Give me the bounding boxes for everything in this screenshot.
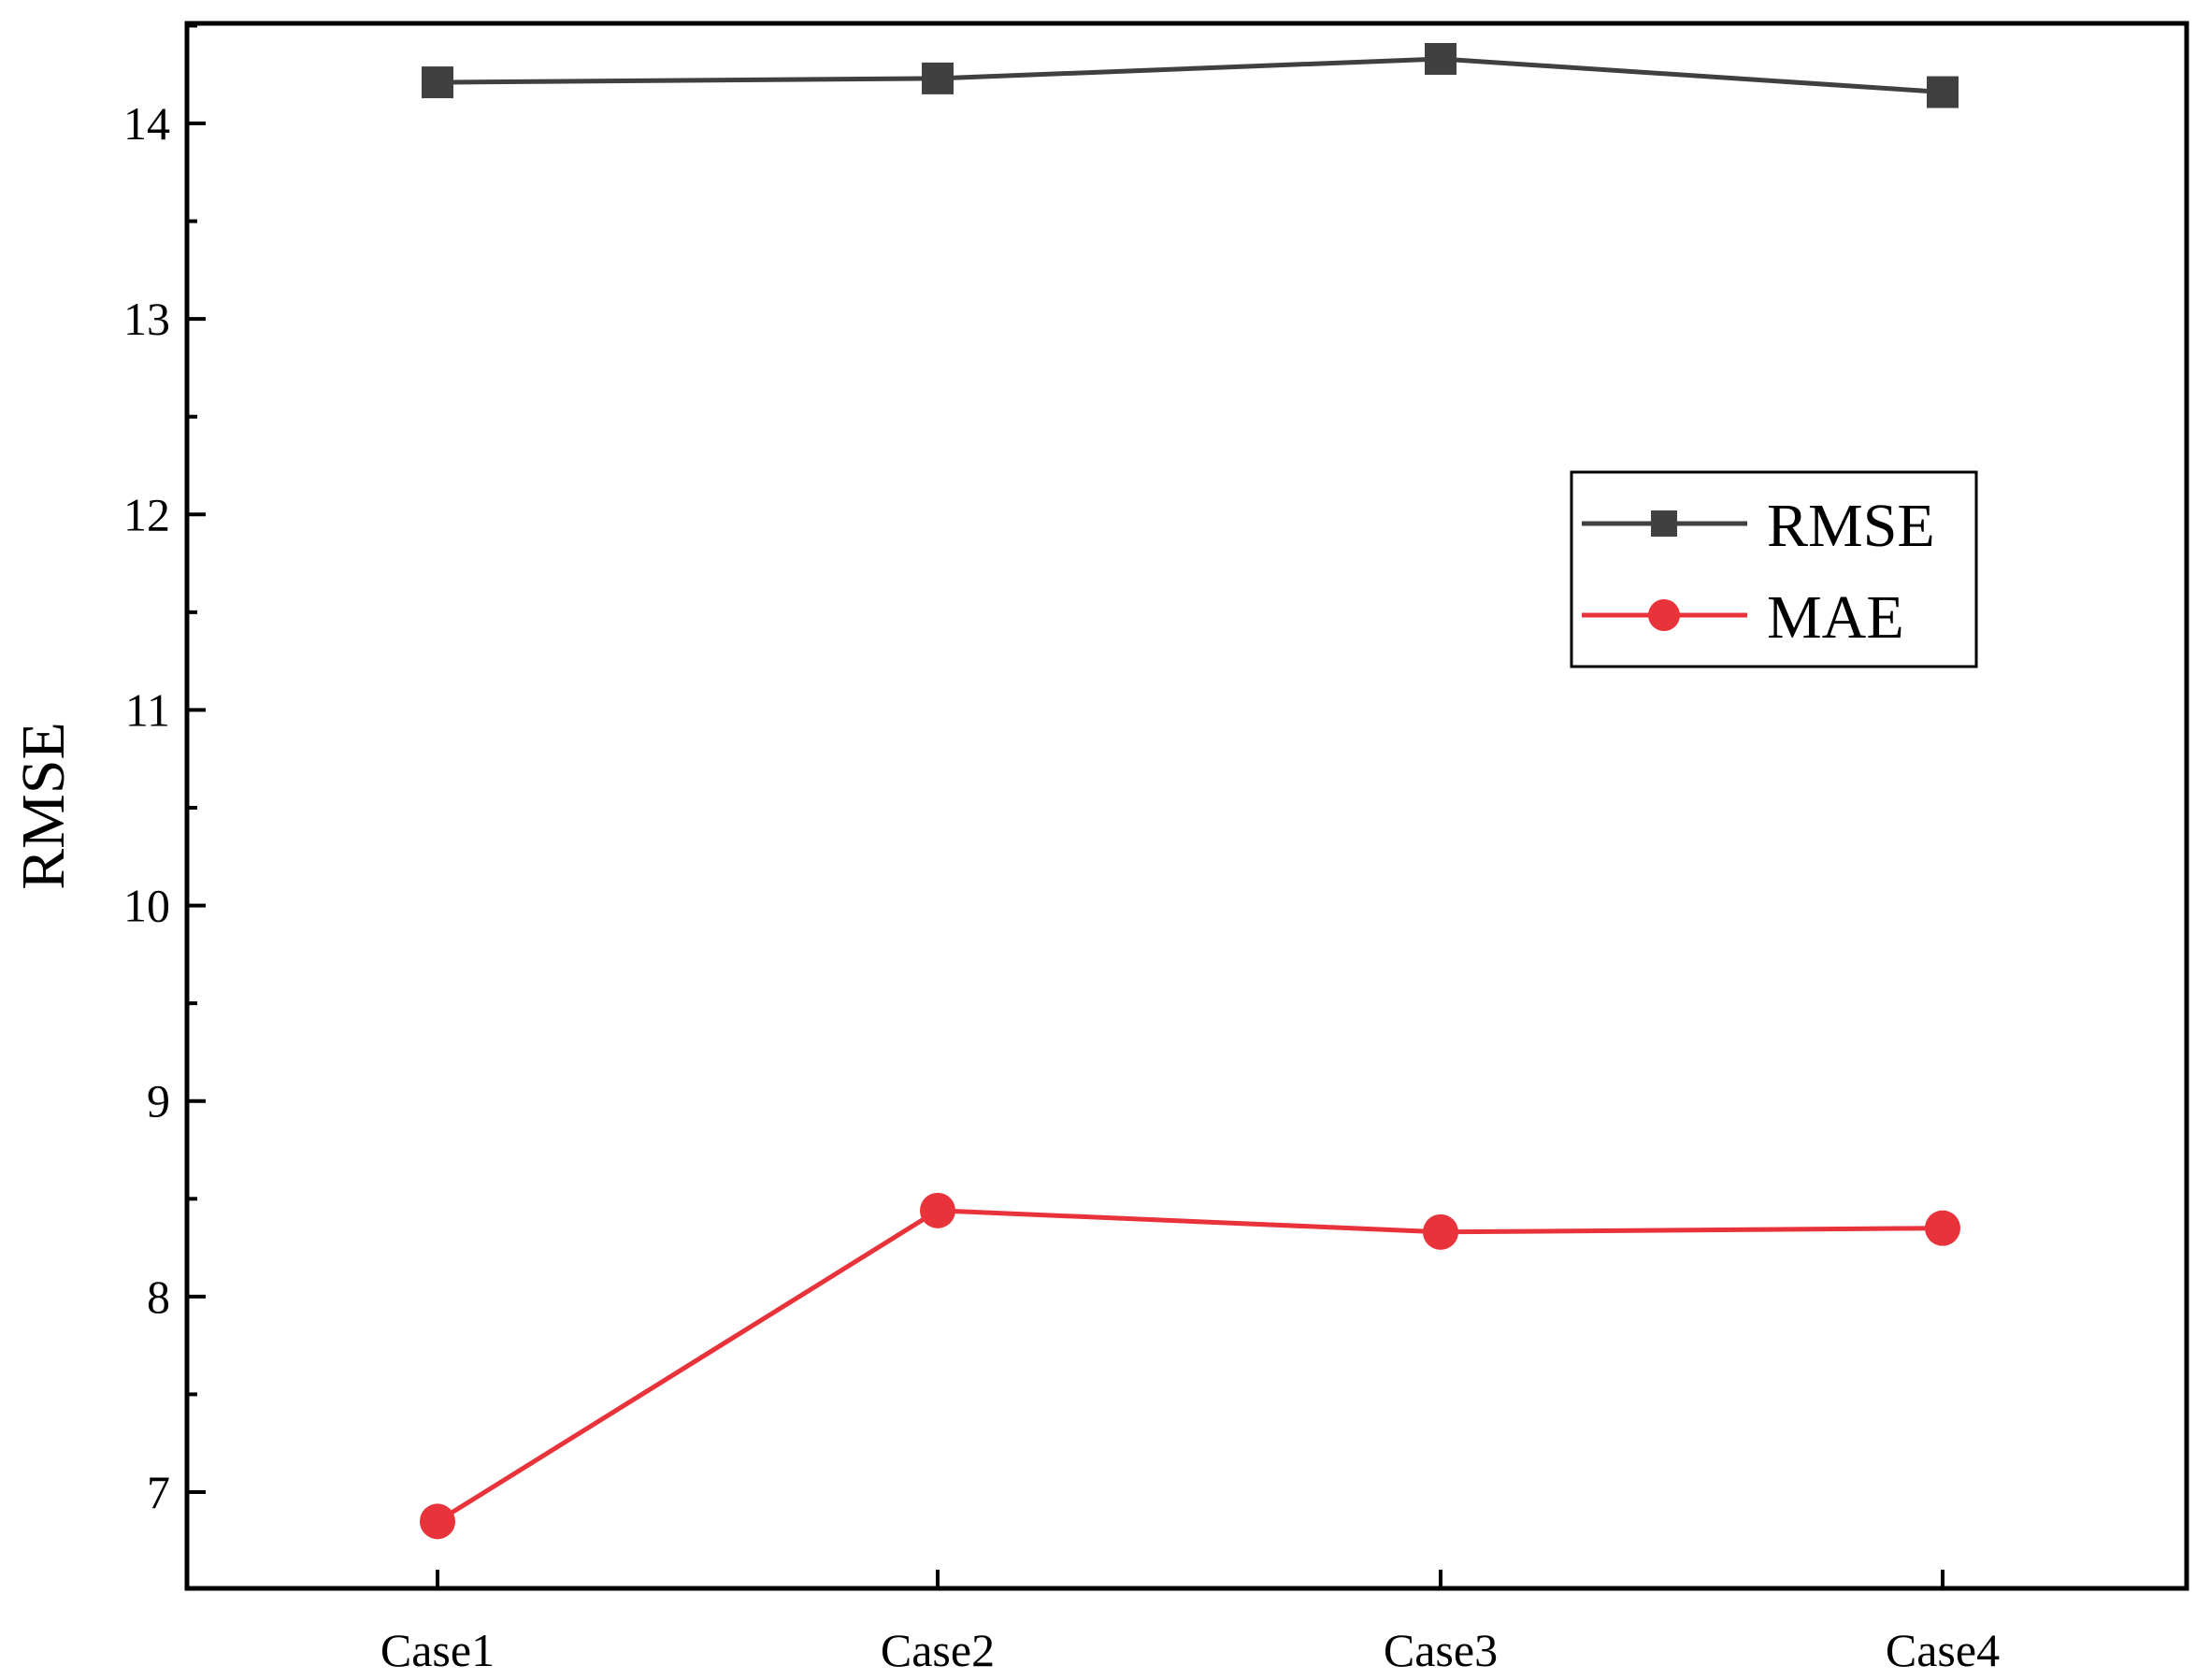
x-tick-label: Case3 [1384,1624,1498,1676]
x-tick-label: Case1 [380,1624,495,1676]
data-point-mae [920,1192,955,1228]
legend-box [1570,470,1978,668]
data-point-mae [1925,1210,1960,1246]
data-point-rmse [1927,76,1959,108]
data-point-rmse [922,62,954,94]
x-axis: Case1 Case2 Case3 Case4 [380,1570,2000,1676]
legend-label-rmse: RMSE [1767,492,1935,560]
series-layer [420,42,1960,1540]
x-tick-label: Case4 [1886,1624,2000,1676]
legend: RMSE MAE [1570,470,1978,668]
y-tick-label: 9 [147,1075,170,1127]
data-point-mae [420,1503,455,1540]
y-tick-label: 11 [125,683,170,736]
legend-marker-circle-icon [1648,599,1680,631]
data-point-mae [1423,1213,1458,1250]
y-axis-title: RMSE [9,722,78,890]
plot-frame [184,21,2189,1591]
y-tick-label: 14 [123,97,170,150]
legend-marker-square-icon [1651,510,1677,537]
legend-entry-rmse: RMSE [1582,492,1935,560]
y-tick-label: 13 [123,293,170,345]
y-tick-label: 7 [147,1466,170,1518]
legend-label-mae: MAE [1767,583,1904,652]
series-line-rmse [437,56,1944,94]
y-tick-label: 8 [147,1271,170,1323]
series-line-mae [436,1208,1944,1524]
y-axis: 7 8 9 10 11 12 13 14 [123,23,206,1518]
y-tick-label: 12 [123,488,170,540]
y-tick-label: 10 [123,880,170,932]
data-point-rmse [1425,42,1457,75]
legend-entry-mae: MAE [1582,583,1904,652]
data-point-rmse [422,66,453,99]
x-tick-label: Case2 [881,1624,995,1676]
